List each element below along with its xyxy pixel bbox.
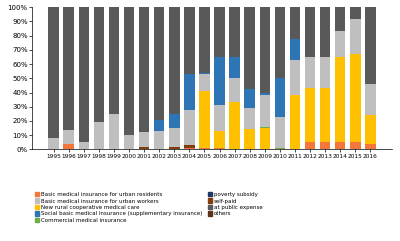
Legend: Basic medical insurance for urban residents, Basic medical insurance for urban w: Basic medical insurance for urban reside…: [35, 192, 263, 223]
Bar: [199, 74, 210, 91]
Bar: [124, 135, 134, 149]
Bar: [335, 57, 346, 142]
Bar: [320, 7, 330, 57]
Bar: [320, 57, 330, 88]
Bar: [244, 89, 255, 108]
Bar: [214, 148, 225, 149]
Bar: [365, 84, 376, 115]
Bar: [48, 138, 59, 149]
Bar: [184, 110, 195, 145]
Bar: [229, 102, 240, 149]
Bar: [199, 91, 210, 148]
Bar: [305, 142, 315, 149]
Bar: [199, 7, 210, 73]
Bar: [94, 7, 104, 122]
Bar: [214, 57, 225, 105]
Bar: [305, 57, 315, 88]
Bar: [184, 148, 195, 149]
Bar: [290, 60, 300, 95]
Bar: [260, 95, 270, 127]
Bar: [64, 129, 74, 144]
Bar: [229, 78, 240, 102]
Bar: [290, 7, 300, 39]
Bar: [229, 57, 240, 78]
Bar: [124, 7, 134, 135]
Bar: [320, 142, 330, 149]
Bar: [305, 88, 315, 142]
Bar: [94, 122, 104, 149]
Bar: [154, 131, 164, 149]
Bar: [139, 132, 150, 147]
Bar: [274, 148, 285, 149]
Bar: [184, 74, 195, 110]
Bar: [260, 7, 270, 93]
Bar: [109, 7, 119, 114]
Bar: [365, 7, 376, 84]
Bar: [365, 144, 376, 149]
Bar: [199, 148, 210, 149]
Bar: [154, 7, 164, 120]
Bar: [48, 7, 59, 138]
Bar: [64, 7, 74, 129]
Bar: [305, 7, 315, 57]
Bar: [139, 7, 150, 132]
Bar: [229, 7, 240, 57]
Bar: [64, 144, 74, 149]
Bar: [169, 7, 180, 114]
Bar: [274, 78, 285, 117]
Bar: [169, 114, 180, 128]
Bar: [169, 147, 180, 149]
Bar: [365, 115, 376, 144]
Bar: [350, 142, 360, 149]
Bar: [214, 7, 225, 57]
Bar: [109, 114, 119, 149]
Bar: [244, 129, 255, 149]
Bar: [169, 128, 180, 147]
Bar: [244, 7, 255, 89]
Bar: [260, 93, 270, 95]
Bar: [184, 7, 195, 74]
Bar: [274, 7, 285, 78]
Bar: [154, 120, 164, 131]
Bar: [78, 142, 89, 149]
Bar: [139, 147, 150, 149]
Bar: [260, 127, 270, 128]
Bar: [260, 128, 270, 149]
Bar: [78, 7, 89, 142]
Bar: [350, 7, 360, 19]
Bar: [274, 117, 285, 148]
Bar: [199, 73, 210, 74]
Bar: [335, 31, 346, 57]
Bar: [320, 88, 330, 142]
Bar: [244, 108, 255, 129]
Bar: [335, 7, 346, 31]
Bar: [335, 142, 346, 149]
Bar: [214, 131, 225, 148]
Bar: [184, 145, 195, 148]
Bar: [350, 54, 360, 142]
Bar: [290, 39, 300, 60]
Bar: [290, 95, 300, 149]
Bar: [214, 105, 225, 131]
Bar: [350, 19, 360, 54]
